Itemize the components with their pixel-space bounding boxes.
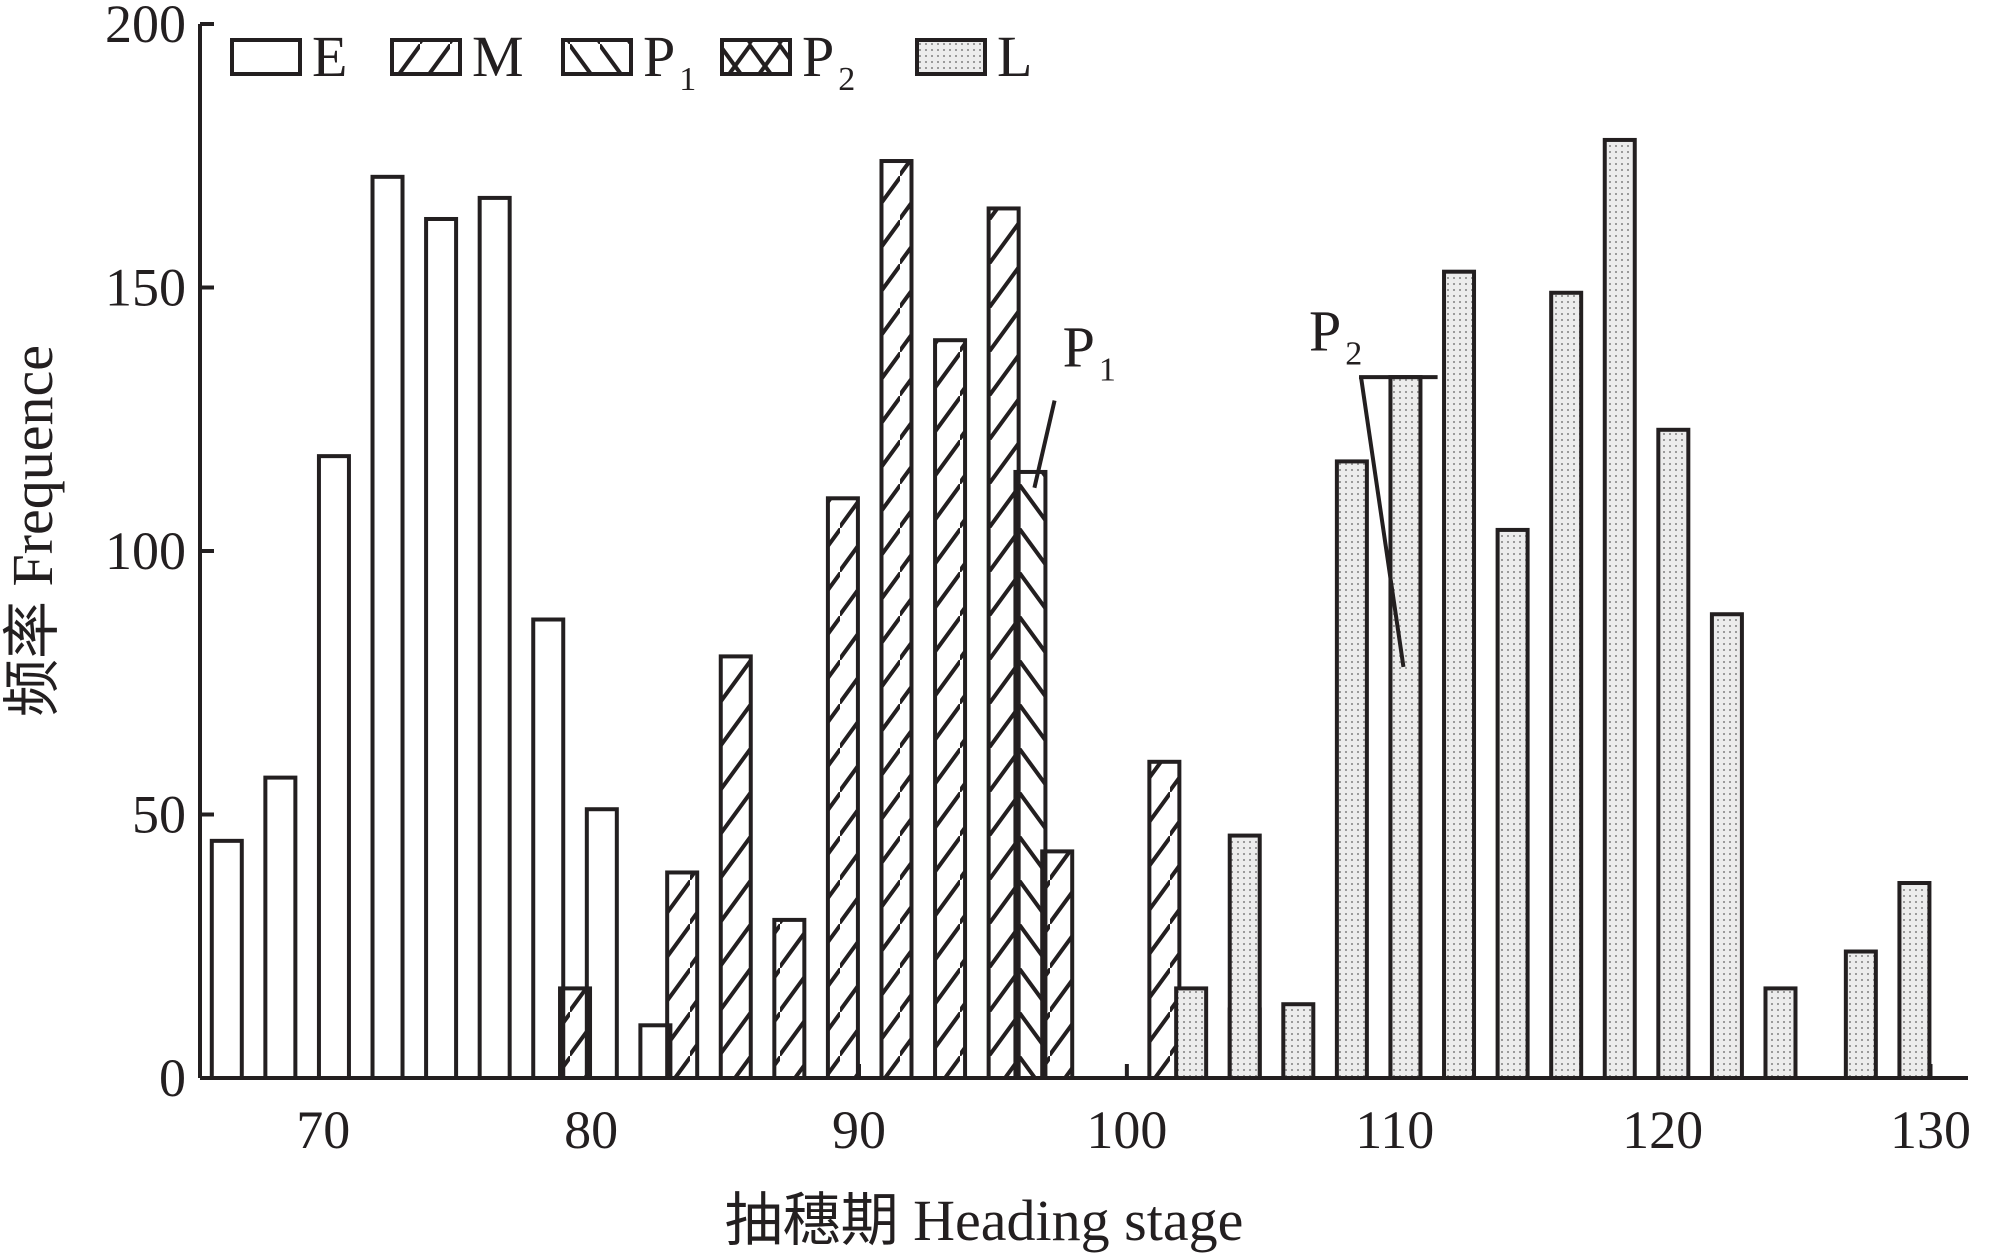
annotation-p2-subscript: 2: [1345, 336, 1362, 373]
x-tick-label: 120: [1622, 1100, 1703, 1160]
y-tick-label: 0: [159, 1048, 186, 1108]
bar-l: [1656, 427, 1691, 1081]
bar-l: [1843, 949, 1878, 1081]
legend-label-m-main: M: [472, 24, 524, 89]
bar-l: [1709, 612, 1744, 1080]
legend-label-p1-subscript: 1: [679, 61, 696, 98]
bar-l: [1495, 527, 1530, 1080]
bar-l: [1388, 375, 1423, 1080]
legend-label-p2-main: P: [802, 24, 834, 89]
x-tick-label: 130: [1890, 1100, 1971, 1160]
bar-e: [316, 454, 351, 1080]
x-axis-title: 抽穗期 Heading stage: [725, 1188, 1244, 1253]
legend-label-e-main: E: [312, 24, 347, 89]
x-tick-label: 90: [832, 1100, 886, 1160]
x-tick-label: 80: [564, 1100, 618, 1160]
annotation-p2-main: P: [1309, 299, 1341, 364]
legend-label-e: E: [312, 24, 347, 89]
bar-m: [825, 496, 860, 1080]
legend-label-l-main: L: [997, 24, 1032, 89]
bar-l: [1227, 833, 1262, 1081]
bar-m: [933, 338, 968, 1080]
bar-m: [558, 986, 593, 1080]
bar-m: [718, 654, 753, 1081]
bar-l: [1602, 137, 1637, 1080]
bar-e: [531, 617, 566, 1080]
x-tick-label: 100: [1086, 1100, 1167, 1160]
y-tick-label: 200: [105, 0, 186, 54]
bar-l: [1174, 986, 1209, 1080]
x-tick-label: 70: [296, 1100, 350, 1160]
y-axis-title: 频率 Frequence: [0, 345, 65, 717]
legend-label-m: M: [472, 24, 524, 89]
legend-swatch-p1: [561, 38, 633, 76]
legend-swatch-l: [915, 38, 987, 76]
bar-m: [879, 159, 914, 1080]
bar-m: [665, 870, 700, 1080]
bar-l: [1281, 1002, 1316, 1080]
bar-p1: [1013, 469, 1048, 1080]
bar-l: [1334, 459, 1369, 1081]
bar-e: [370, 174, 405, 1080]
legend-swatch-e: [230, 38, 302, 76]
bar-e: [263, 775, 298, 1080]
y-tick-label: 100: [105, 521, 186, 581]
legend-label-l: L: [997, 24, 1032, 89]
annotation-p1-leader: [1032, 400, 1057, 489]
annotation-p1-subscript: 1: [1099, 352, 1116, 389]
bar-l: [1897, 881, 1932, 1081]
bars: [209, 137, 1932, 1081]
bar-l: [1549, 290, 1584, 1080]
bar-m: [772, 917, 807, 1081]
annotations: P 1P 2: [1032, 299, 1438, 668]
annotation-p1-main: P: [1063, 315, 1095, 380]
legend-label-p1-main: P: [643, 24, 675, 89]
bar-l: [1442, 269, 1477, 1080]
bar-e: [477, 195, 512, 1081]
bar-e: [209, 838, 244, 1080]
y-tick-label: 150: [105, 258, 186, 318]
legend-swatch-p2: [720, 38, 792, 76]
x-tick-label: 110: [1355, 1100, 1434, 1160]
bar-e: [424, 216, 459, 1081]
legend-swatch-m: [390, 38, 462, 76]
annotation-p2-leader: [1359, 376, 1406, 668]
legend-label-p2-subscript: 2: [838, 61, 855, 98]
bar-l: [1763, 986, 1798, 1080]
y-tick-label: 50: [132, 785, 186, 845]
